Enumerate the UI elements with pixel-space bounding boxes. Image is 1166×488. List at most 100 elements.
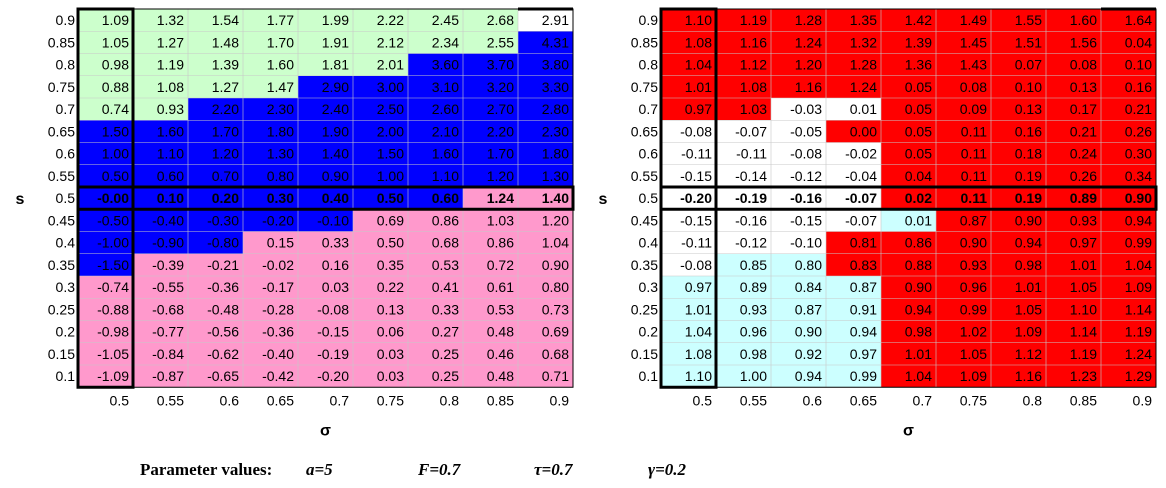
x-tick-label: 0.65 [267, 392, 294, 408]
data-label: 0.60 [157, 168, 184, 184]
data-label: 2.55 [487, 34, 514, 50]
data-label: -0.15 [790, 212, 822, 228]
cell-12-1 [716, 276, 771, 299]
param-a: a=5 [306, 460, 333, 479]
data-label: 2.60 [432, 101, 459, 117]
data-label: 0.05 [905, 101, 932, 117]
cell-15-2 [188, 342, 243, 365]
data-label: -0.88 [97, 301, 129, 317]
data-label: 0.25 [432, 368, 459, 384]
data-label: 1.04 [685, 57, 712, 73]
data-label: 0.50 [377, 235, 404, 251]
cell-15-5 [353, 342, 408, 365]
cell-5-6 [991, 120, 1046, 143]
cell-16-3 [826, 365, 881, 388]
data-label: 1.00 [377, 168, 404, 184]
data-label: -0.04 [845, 168, 877, 184]
cell-1-8 [518, 31, 573, 54]
cell-4-5 [353, 98, 408, 121]
cell-6-4 [298, 142, 353, 165]
cell-14-0 [661, 320, 716, 343]
cell-7-5 [353, 164, 408, 187]
parameter-label: Parameter values: [140, 460, 273, 479]
data-label: -0.07 [845, 212, 877, 228]
data-label: 1.70 [267, 34, 294, 50]
data-label: -0.12 [735, 235, 767, 251]
cell-10-8 [1101, 231, 1156, 254]
data-label: -0.84 [152, 346, 184, 362]
data-label: 1.70 [487, 146, 514, 162]
cell-10-6 [408, 231, 463, 254]
cell-8-3 [243, 187, 298, 210]
cell-16-7 [1046, 365, 1101, 388]
cell-13-2 [771, 298, 826, 321]
cell-0-2 [771, 9, 826, 32]
x-tick-label: 0.8 [1023, 392, 1043, 408]
data-label: 0.86 [432, 212, 459, 228]
data-label: -0.50 [97, 212, 129, 228]
data-label: 0.05 [905, 146, 932, 162]
data-label: -0.65 [207, 368, 239, 384]
cell-9-7 [463, 209, 518, 232]
y-tick-label: 0.35 [48, 257, 75, 273]
data-label: -0.14 [735, 168, 767, 184]
data-label: 0.03 [377, 368, 404, 384]
data-label: -0.56 [207, 324, 239, 340]
cell-11-7 [1046, 253, 1101, 276]
data-label: 1.77 [267, 12, 294, 28]
cell-11-4 [298, 253, 353, 276]
cell-7-7 [1046, 164, 1101, 187]
cell-12-5 [936, 276, 991, 299]
data-label: 2.12 [377, 34, 404, 50]
data-label: 0.97 [685, 101, 712, 117]
cell-0-7 [1046, 9, 1101, 32]
data-label: 1.48 [212, 34, 239, 50]
cell-7-7 [463, 164, 518, 187]
data-label: -0.90 [152, 235, 184, 251]
cell-5-6 [408, 120, 463, 143]
cell-6-1 [716, 142, 771, 165]
data-label: 0.94 [905, 301, 932, 317]
cell-6-5 [353, 142, 408, 165]
cell-2-8 [1101, 53, 1156, 76]
cell-7-1 [133, 164, 188, 187]
cell-13-7 [1046, 298, 1101, 321]
cell-10-0 [661, 231, 716, 254]
data-label: 2.22 [377, 12, 404, 28]
cell-9-7 [1046, 209, 1101, 232]
data-label: -0.11 [736, 146, 767, 162]
data-label: 0.53 [487, 301, 514, 317]
cell-4-7 [463, 98, 518, 121]
data-label: -0.42 [262, 368, 294, 384]
cell-15-1 [133, 342, 188, 365]
cell-4-1 [133, 98, 188, 121]
cell-9-6 [991, 209, 1046, 232]
data-label: 4.31 [542, 34, 569, 50]
cell-3-3 [826, 75, 881, 98]
cell-7-1 [716, 164, 771, 187]
data-label: 1.32 [157, 12, 184, 28]
data-label: 1.14 [1070, 324, 1097, 340]
data-label: 2.90 [322, 79, 349, 95]
cell-13-6 [408, 298, 463, 321]
data-label: 0.80 [542, 279, 569, 295]
cell-15-0 [661, 342, 716, 365]
data-label: -0.20 [262, 212, 294, 228]
data-label: 0.05 [905, 123, 932, 139]
cell-0-3 [826, 9, 881, 32]
cell-9-5 [353, 209, 408, 232]
cell-5-1 [716, 120, 771, 143]
data-label: 2.45 [432, 12, 459, 28]
cell-2-4 [881, 53, 936, 76]
highlight-column-outline [76, 7, 135, 389]
data-label: 0.06 [377, 324, 404, 340]
data-label: 1.20 [487, 168, 514, 184]
cell-1-3 [243, 31, 298, 54]
data-label: 0.22 [377, 279, 404, 295]
cell-11-8 [1101, 253, 1156, 276]
cell-14-4 [298, 320, 353, 343]
cell-16-2 [188, 365, 243, 388]
data-label: 1.80 [542, 146, 569, 162]
cell-1-1 [716, 31, 771, 54]
data-label: 0.94 [795, 368, 822, 384]
